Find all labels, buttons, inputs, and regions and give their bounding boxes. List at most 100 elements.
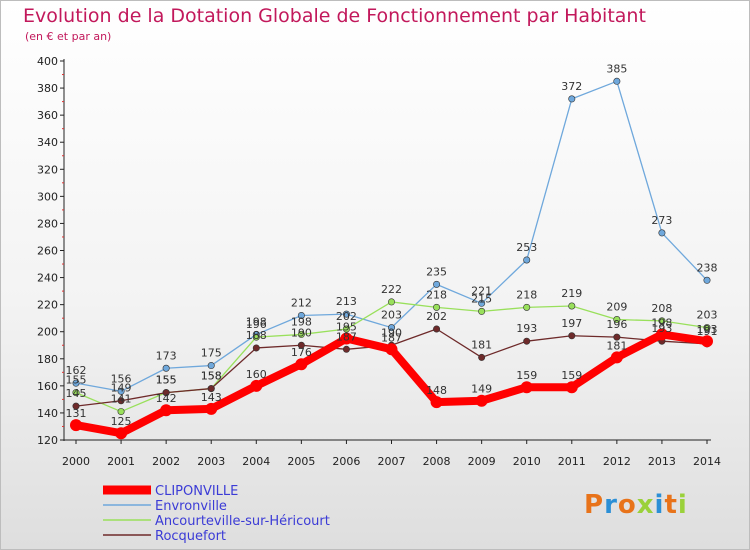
- data-label: 195: [336, 320, 357, 333]
- logo-letter: i: [677, 490, 688, 520]
- data-label: 149: [471, 383, 492, 396]
- series-point-1: [433, 280, 441, 288]
- y-tick-label: 200: [37, 326, 58, 339]
- series-point-3: [162, 389, 170, 397]
- y-tick-label: 240: [37, 272, 58, 285]
- series-point-0: [160, 404, 173, 417]
- series-point-2: [478, 307, 486, 315]
- y-tick-label: 180: [37, 353, 58, 366]
- series-point-0: [655, 328, 668, 341]
- data-label: 273: [651, 214, 672, 227]
- series-point-3: [117, 397, 125, 405]
- x-tick-label: 2013: [648, 455, 676, 468]
- data-label: 219: [561, 287, 582, 300]
- series-point-3: [478, 353, 486, 361]
- series-point-2: [387, 298, 395, 306]
- data-label: 218: [426, 288, 447, 301]
- x-tick-label: 2001: [107, 455, 135, 468]
- data-label: 222: [381, 283, 402, 296]
- y-tick-label: 120: [37, 434, 58, 447]
- series-point-3: [252, 344, 260, 352]
- data-label: 193: [697, 323, 718, 336]
- x-tick-label: 2007: [378, 455, 406, 468]
- legend-label: Envronville: [155, 499, 227, 514]
- series-point-3: [342, 345, 350, 353]
- data-label: 213: [336, 295, 357, 308]
- data-label: 221: [471, 284, 492, 297]
- data-label: 148: [426, 384, 447, 397]
- data-label: 160: [246, 368, 267, 381]
- series-point-3: [613, 333, 621, 341]
- y-tick-label: 220: [37, 299, 58, 312]
- logo-letter: t: [664, 490, 678, 520]
- axes: 120 140 160 180 200 220 240 260 280 300 320 340 360 3…: [37, 55, 721, 468]
- data-label: 198: [651, 316, 672, 329]
- series-point-2: [433, 303, 441, 311]
- x-tick-label: 2010: [513, 455, 541, 468]
- data-label: 176: [291, 346, 312, 359]
- proxiti-logo: Proxiti: [584, 490, 688, 520]
- series-point-2: [342, 325, 350, 333]
- data-label: 142: [156, 392, 177, 405]
- series-point-0: [385, 343, 398, 356]
- series-point-0: [205, 402, 218, 415]
- series-point-1: [703, 276, 711, 284]
- series-point-0: [70, 419, 82, 432]
- data-label: 212: [291, 296, 312, 309]
- x-tick-label: 2000: [62, 455, 90, 468]
- series-point-0: [475, 394, 488, 407]
- x-tick-label: 2012: [603, 455, 631, 468]
- data-label: 145: [66, 387, 87, 400]
- chart-title: Evolution de la Dotation Globale de Fonc…: [23, 5, 646, 27]
- series-point-2: [568, 302, 576, 310]
- series-point-3: [433, 325, 441, 333]
- y-tick-label: 300: [37, 190, 58, 203]
- data-label: 203: [381, 309, 402, 322]
- y-tick-label: 160: [37, 380, 58, 393]
- x-tick-label: 2014: [693, 455, 721, 468]
- series-point-1: [658, 229, 666, 237]
- logo-letter: x: [636, 490, 655, 520]
- data-label: 191: [697, 325, 718, 338]
- y-tick-label: 400: [37, 55, 58, 68]
- y-tick-label: 360: [37, 109, 58, 122]
- data-label: 158: [201, 370, 222, 383]
- series-point-1: [207, 362, 215, 370]
- data-label: 372: [561, 80, 582, 93]
- data-label: 187: [336, 330, 357, 343]
- series-point-3: [568, 332, 576, 340]
- legend-label: Ancourteville-sur-Héricourt: [155, 514, 330, 529]
- series-point-2: [252, 333, 260, 341]
- data-label: 131: [66, 407, 87, 420]
- data-label: 158: [201, 370, 222, 383]
- data-label: 196: [246, 318, 267, 331]
- series-point-0: [295, 358, 308, 371]
- data-label: 190: [381, 326, 402, 339]
- series-layer: [70, 77, 713, 440]
- series-point-0: [520, 381, 533, 394]
- data-label: 193: [651, 322, 672, 335]
- series-point-2: [72, 389, 80, 397]
- series-point-2: [703, 324, 711, 332]
- x-tick-label: 2008: [423, 455, 451, 468]
- logo-letter: i: [654, 490, 665, 520]
- data-label: 187: [381, 331, 402, 344]
- data-label: 218: [516, 288, 537, 301]
- data-label: 215: [471, 292, 492, 305]
- series-point-2: [117, 408, 125, 416]
- series-point-2: [658, 317, 666, 325]
- logo-letter: r: [604, 490, 618, 520]
- series-point-2: [523, 303, 531, 311]
- data-label: 238: [697, 261, 718, 274]
- data-label: 196: [606, 318, 627, 331]
- series-point-0: [610, 351, 623, 364]
- series-point-3: [523, 337, 531, 345]
- data-label: 175: [201, 347, 222, 360]
- data-label: 385: [606, 62, 627, 75]
- series-point-1: [478, 299, 486, 307]
- series-point-0: [340, 332, 353, 345]
- y-tick-label: 140: [37, 407, 58, 420]
